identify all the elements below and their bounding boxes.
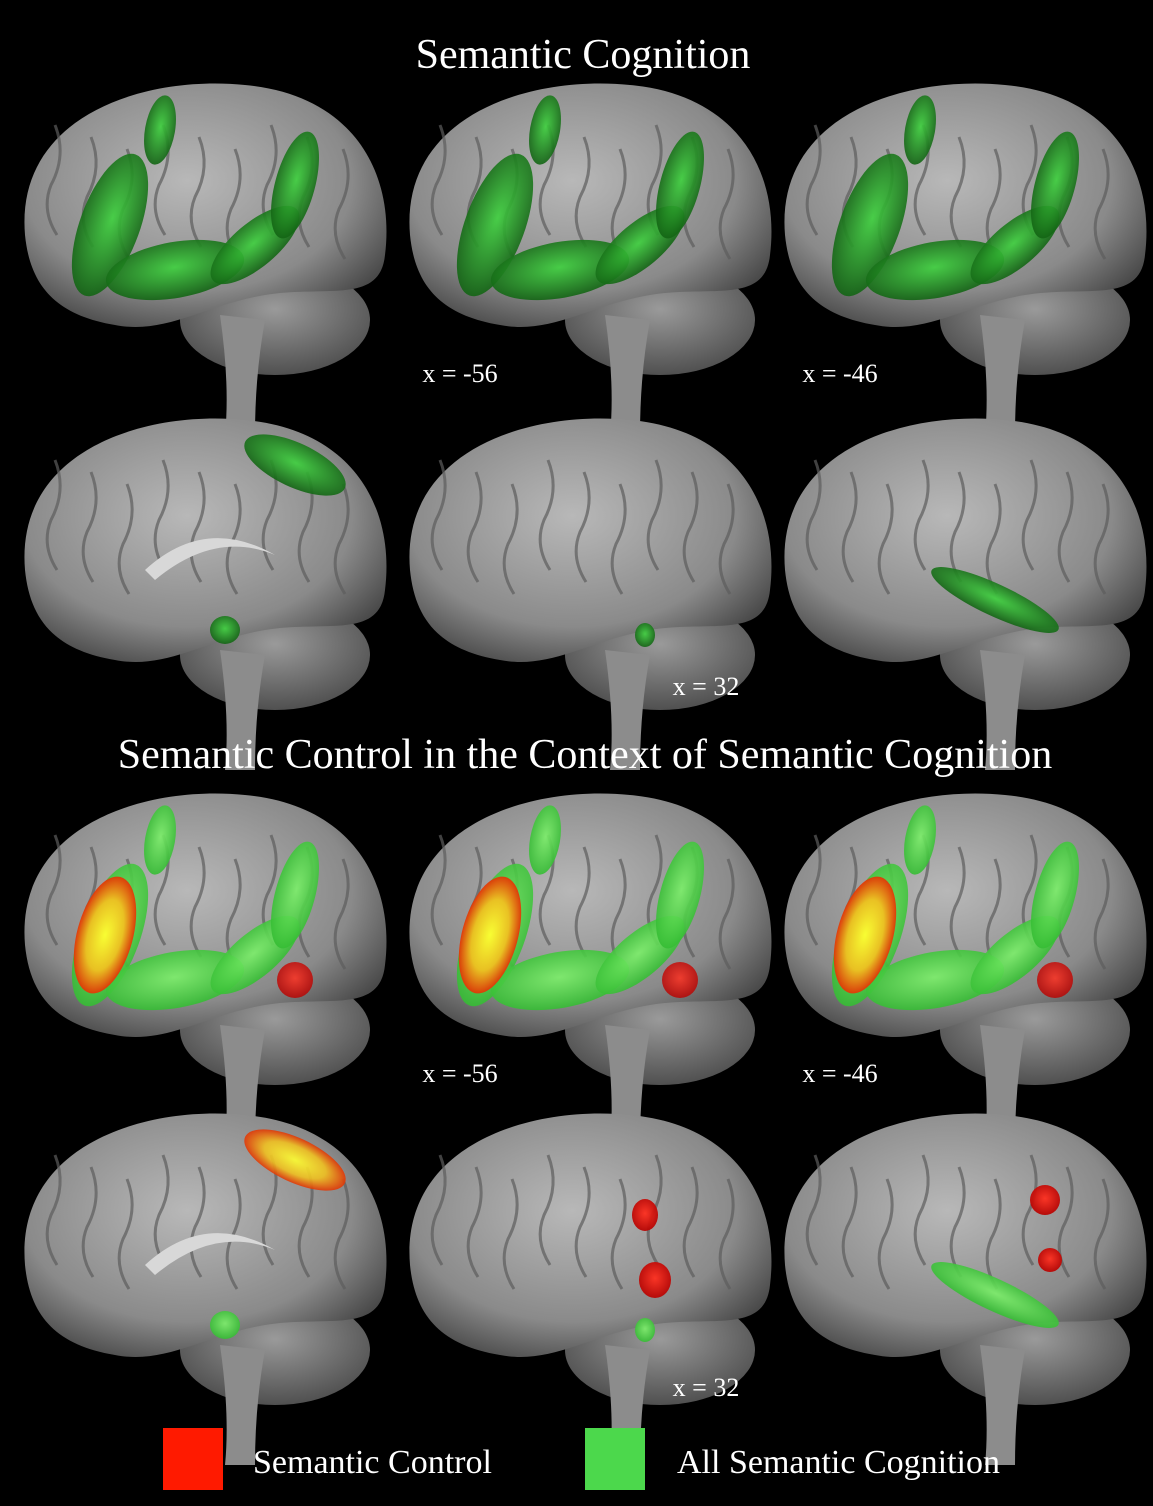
brain-render [24, 794, 386, 1145]
coordinate-label: x = -46 [802, 359, 877, 388]
brain-render [784, 1114, 1146, 1465]
activation-blob [635, 623, 655, 647]
brain-render [784, 419, 1146, 770]
coordinate-label: x = -56 [422, 1059, 497, 1088]
legend-swatch [163, 1428, 223, 1490]
brainstem [220, 315, 265, 435]
activation-blob [662, 962, 698, 998]
activation-blob [639, 1262, 671, 1298]
brain-render [409, 419, 771, 770]
cortex [409, 1114, 771, 1357]
panel-title: Semantic Control in the Context of Seman… [118, 732, 1052, 778]
brain-render [24, 419, 386, 770]
legend-swatch [585, 1428, 645, 1490]
activation-blob [210, 1311, 240, 1339]
brain-render [784, 794, 1146, 1145]
activation-blob [635, 1318, 655, 1342]
page: {"panels": [ {"title": "Semantic Cogniti… [0, 0, 1153, 1501]
figure: Semantic Cognition Semantic Control in t… [0, 0, 1153, 1501]
coordinate-label: x = -56 [422, 359, 497, 388]
coordinate-label: x = 32 [673, 672, 740, 701]
activation-blob [277, 962, 313, 998]
activation-blob [210, 616, 240, 644]
brainstem [980, 315, 1025, 435]
activation-blob [1037, 962, 1073, 998]
brain-render [24, 1114, 386, 1465]
activation-blob [632, 1199, 658, 1231]
activation-blob [1038, 1248, 1062, 1272]
panel-title: Semantic Cognition [416, 32, 751, 78]
cortex [784, 419, 1146, 662]
legend-label: All Semantic Cognition [677, 1444, 1000, 1481]
brain-render [409, 1114, 771, 1465]
legend-label: Semantic Control [253, 1444, 492, 1481]
brainstem [605, 315, 650, 435]
cortex [409, 419, 771, 662]
activation-blob [1030, 1185, 1060, 1215]
brain-render [409, 794, 771, 1145]
cortex [784, 1114, 1146, 1357]
coordinate-label: x = 32 [673, 1373, 740, 1402]
coordinate-label: x = -46 [802, 1059, 877, 1088]
brain-render [24, 84, 386, 435]
